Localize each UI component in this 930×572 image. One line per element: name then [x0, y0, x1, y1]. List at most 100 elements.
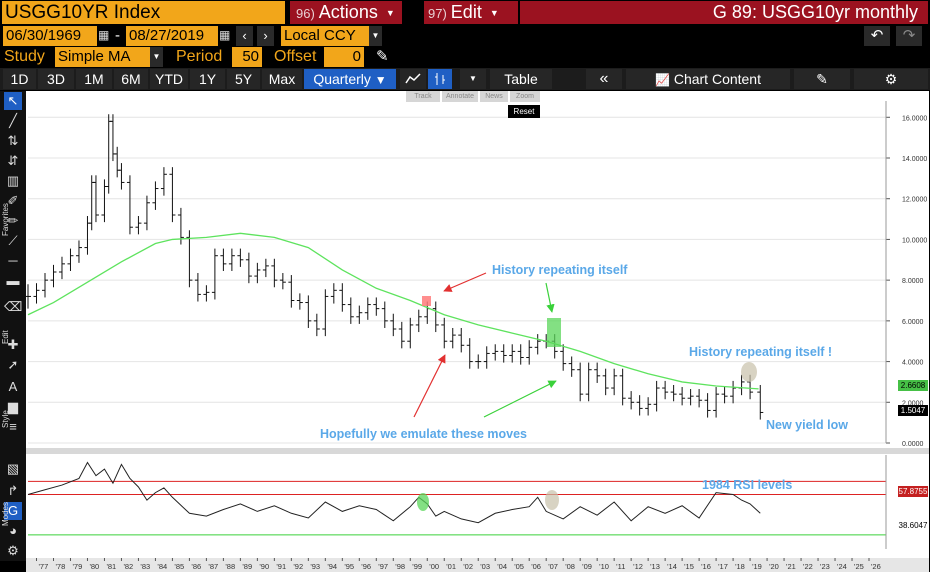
offset-label: Offset	[274, 48, 317, 65]
tab-1y[interactable]: 1Y	[190, 69, 225, 89]
x-tick-label: '18	[735, 562, 745, 571]
crosshair-icon[interactable]: ✚	[7, 337, 19, 352]
price-tick-label: 2.0000	[902, 400, 924, 407]
chevron-down-icon[interactable]: ▼	[369, 26, 382, 46]
fibonacci-icon[interactable]: ⇅	[7, 133, 19, 148]
chart-content-icon: 📈	[654, 73, 670, 87]
highlight-gray-ellipse	[741, 362, 757, 382]
chart-area[interactable]: 16.0000 14.0000 12.0000 10.0000 8.0000 6.0000…	[26, 91, 929, 558]
x-tick-label: '15	[684, 562, 694, 571]
previous-button[interactable]: ‹	[236, 26, 253, 46]
settings-icon[interactable]: ⚙	[7, 543, 19, 558]
x-tick-label: '26	[871, 562, 881, 571]
x-tick-label: '84	[157, 562, 167, 571]
frequency-label: Quarterly	[313, 71, 371, 87]
price-tick-label: 14.0000	[902, 156, 927, 163]
x-tick-label: '86	[191, 562, 201, 571]
rectangle-icon[interactable]: ▥	[6, 173, 20, 188]
x-tick-label: '04	[497, 562, 507, 571]
tab-3d[interactable]: 3D	[38, 69, 74, 89]
gear-icon[interactable]: ⚙	[854, 69, 928, 89]
text-icon[interactable]: A	[8, 379, 18, 394]
news-button[interactable]: News	[480, 91, 508, 102]
mode-select-icon[interactable]: ↱	[7, 483, 19, 498]
tab-ytd[interactable]: YTD	[150, 69, 188, 89]
price-tick-label: 12.0000	[902, 197, 927, 204]
line-chart-icon[interactable]	[400, 69, 426, 89]
frequency-select[interactable]: Quarterly ▼	[304, 69, 396, 89]
track-button[interactable]: Track	[406, 91, 440, 102]
pen-icon[interactable]: ✏	[7, 213, 19, 228]
color-icon[interactable]: ▆	[8, 399, 18, 414]
edit-chart-icon[interactable]: ✎	[794, 69, 850, 89]
tab-5y[interactable]: 5Y	[227, 69, 260, 89]
line-style-icon[interactable]: ≡	[9, 419, 17, 434]
mode-g-icon[interactable]: G	[4, 502, 22, 520]
tab-6m[interactable]: 6M	[114, 69, 148, 89]
annotate-button[interactable]: Annotate	[442, 91, 478, 102]
chevron-down-icon[interactable]: ▼	[460, 69, 486, 89]
trend-icon[interactable]: ⟋	[8, 233, 18, 248]
annotation-new-low: New yield low	[766, 418, 848, 432]
ma-line	[27, 232, 759, 390]
x-tick-label: '22	[803, 562, 813, 571]
brush-icon[interactable]: ✐	[7, 193, 19, 208]
tab-1m[interactable]: 1M	[76, 69, 112, 89]
x-tick-label: '09	[582, 562, 592, 571]
pencil-icon[interactable]: ✎	[376, 48, 389, 65]
tab-max[interactable]: Max	[262, 69, 302, 89]
actions-menu-button[interactable]: 96) Actions ▼	[290, 1, 402, 24]
edit-menu-button[interactable]: 97) Edit ▼	[424, 1, 518, 24]
price-axis: 16.0000 14.0000 12.0000 10.0000 8.0000 6.0000…	[885, 101, 927, 448]
x-axis: '77 '78 '79 '80 '81 '82 '83 '84 '85 '86 '87 '88 '89 '…	[26, 558, 929, 572]
tab-1d[interactable]: 1D	[3, 69, 36, 89]
calendar-icon[interactable]: ▦	[98, 28, 110, 42]
eraser-icon[interactable]: ⌫	[4, 299, 23, 314]
x-tick-label: '24	[837, 562, 847, 571]
table-button[interactable]: Table	[490, 69, 552, 89]
price-tick-label: 8.0000	[902, 278, 924, 285]
start-date-input[interactable]: 06/30/1969	[3, 26, 97, 46]
next-button[interactable]: ›	[257, 26, 274, 46]
channel-icon[interactable]: ⇵	[7, 153, 19, 168]
ticker-field[interactable]: USGG10YR Index	[2, 1, 285, 24]
x-tick-label: '93	[310, 562, 320, 571]
x-tick-label: '08	[565, 562, 575, 571]
mode-icon[interactable]: ▧	[6, 461, 20, 476]
zoom-button[interactable]: Zoom	[510, 91, 540, 102]
calendar-icon[interactable]: ▦	[219, 28, 231, 42]
end-date-input[interactable]: 08/27/2019	[126, 26, 218, 46]
rsi-panel	[28, 455, 887, 549]
study-label: Study	[4, 48, 45, 65]
arrow-icon[interactable]: ➚	[7, 357, 19, 372]
chart-content-button[interactable]: 📈 Chart Content	[626, 69, 790, 89]
period-input[interactable]: 50	[232, 47, 262, 67]
offset-input[interactable]: 0	[324, 47, 364, 67]
cursor-icon[interactable]: ↖	[4, 92, 22, 110]
horizontal-line-icon[interactable]: ─	[8, 253, 18, 268]
highlight-red-box	[422, 296, 431, 306]
x-tick-label: '02	[463, 562, 473, 571]
palette-icon[interactable]: ◕	[9, 523, 17, 538]
chevron-down-icon[interactable]: ▼	[150, 47, 163, 67]
panel-divider[interactable]	[26, 448, 929, 454]
actions-label: Actions	[318, 2, 378, 22]
x-tick-label: '13	[650, 562, 660, 571]
reset-button[interactable]: Reset	[508, 105, 540, 118]
chevron-down-icon: ▼	[374, 73, 387, 87]
collapse-icon[interactable]: «	[586, 69, 622, 89]
bar-chart-icon[interactable]	[428, 69, 452, 89]
rsi-upper-tag: 57.8755	[898, 486, 928, 497]
x-tick-label: '99	[412, 562, 422, 571]
rsi-highlight-green	[417, 493, 429, 511]
x-tick-label: '87	[208, 562, 218, 571]
redo-icon[interactable]: ↷	[896, 26, 922, 46]
undo-icon[interactable]: ↶	[864, 26, 890, 46]
currency-select[interactable]: Local CCY	[281, 26, 369, 46]
moving-average-series	[27, 232, 759, 390]
x-tick-label: '17	[718, 562, 728, 571]
chevron-down-icon: ▼	[489, 7, 499, 18]
study-select[interactable]: Simple MA	[55, 47, 150, 67]
line-draw-icon[interactable]: ╱	[9, 113, 17, 128]
highlighter-icon[interactable]: ▬	[6, 273, 20, 288]
